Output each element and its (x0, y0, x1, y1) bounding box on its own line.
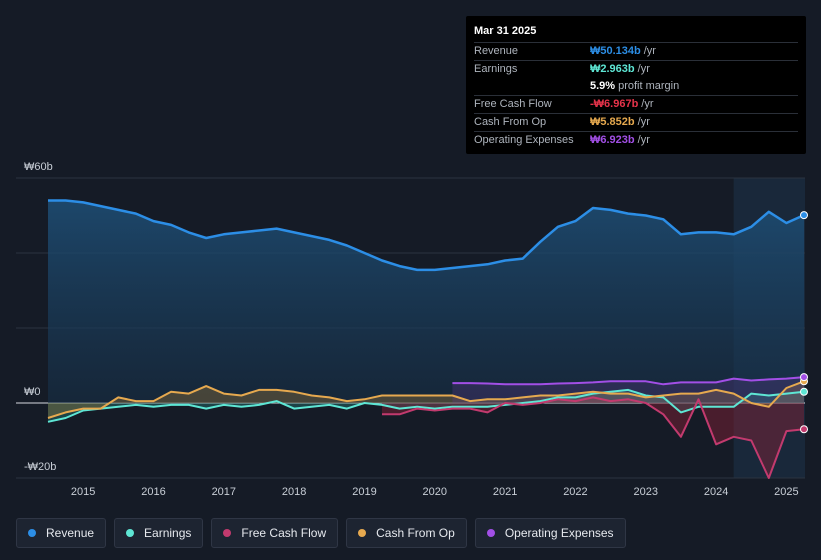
tooltip-row: Operating Expenses ₩6.923b/yr (474, 131, 798, 149)
revenue-line (48, 199, 805, 272)
cash-from-op-area (48, 381, 804, 418)
y-tick-label: ₩0 (24, 386, 41, 398)
operating-expenses-line (452, 376, 805, 386)
tooltip-panel: Mar 31 2025 Revenue ₩50.134b/yr Earnings ₩2… (466, 16, 806, 154)
x-tick-label: 2016 (141, 486, 165, 498)
operating-expenses-endpoint (800, 373, 808, 382)
legend-dot-icon (28, 529, 36, 537)
legend-label: Free Cash Flow (241, 526, 327, 540)
earnings-area (48, 389, 804, 422)
tooltip-row: Earnings ₩2.963b/yr (474, 60, 798, 78)
tooltip-row-value: ₩2.963b (590, 63, 635, 75)
tooltip-row-unit: /yr (637, 116, 650, 128)
revenue-endpoint (800, 211, 808, 220)
tooltip-row-label: Revenue (474, 45, 519, 57)
tooltip-row-label: Cash From Op (474, 116, 547, 128)
legend-dot-icon (486, 529, 495, 537)
y-tick-label: ₩60b (24, 161, 53, 173)
legend-label: Revenue (46, 526, 95, 540)
tooltip-row-unit: /yr (637, 63, 650, 75)
x-tick-label: 2021 (493, 486, 517, 498)
legend-item-earnings[interactable]: Earnings (114, 518, 204, 548)
chart-area: ₩60b ₩0 -₩20b 2015 2016 2017 2018 2019 2020 2021… (16, 161, 808, 498)
tooltip-row: 5.9% profit margin (474, 78, 798, 95)
legend-dot-icon (126, 529, 135, 537)
tooltip-row-label (474, 78, 590, 95)
legend-item-free-cash-flow[interactable]: Free Cash Flow (211, 518, 339, 548)
legend-dot-icon (223, 529, 232, 537)
tooltip-row-label: Earnings (474, 63, 518, 75)
tooltip-row-unit: /yr (643, 45, 656, 57)
x-tick-label: 2025 (774, 486, 798, 498)
tooltip-row-value: -₩6.967b (590, 98, 639, 110)
legend: Revenue Earnings Free Cash Flow Cash From O… (16, 518, 634, 548)
legend-dot-icon (358, 529, 367, 537)
legend-item-revenue[interactable]: Revenue (16, 518, 107, 548)
free-cash-flow-endpoint (800, 425, 808, 434)
tooltip-row-label: Free Cash Flow (474, 98, 552, 110)
tooltip-row-unit: profit margin (618, 80, 680, 92)
cash-from-op-line (47, 380, 805, 419)
x-tick-label: 2015 (71, 486, 95, 498)
earnings-endpoint (800, 387, 808, 396)
tooltip-row-value: ₩50.134b (590, 45, 641, 57)
legend-label: Operating Expenses (504, 526, 614, 540)
x-tick-label: 2019 (352, 486, 376, 498)
legend-item-cash-from-op[interactable]: Cash From Op (346, 518, 467, 548)
revenue-area (48, 200, 804, 403)
legend-label: Cash From Op (376, 526, 455, 540)
free-cash-flow-line (382, 396, 805, 479)
tooltip-row-label: Operating Expenses (474, 134, 574, 146)
earnings-line (47, 388, 805, 423)
tooltip-row: Free Cash Flow -₩6.967b/yr (474, 95, 798, 113)
x-tick-label: 2017 (212, 486, 236, 498)
tooltip-row-value: 5.9% (590, 80, 616, 92)
x-tick-label: 2018 (282, 486, 306, 498)
x-tick-label: 2024 (704, 486, 728, 498)
legend-label: Earnings (144, 526, 192, 540)
tooltip-row-value: ₩5.852b (590, 116, 635, 128)
y-tick-label: -₩20b (24, 461, 56, 473)
x-tick-label: 2020 (423, 486, 447, 498)
tooltip-row-value: ₩6.923b (590, 134, 635, 146)
tooltip-row: Revenue ₩50.134b/yr (474, 42, 798, 60)
tooltip-row-unit: /yr (641, 98, 654, 110)
x-tick-label: 2022 (563, 486, 587, 498)
tooltip-row: Cash From Op ₩5.852b/yr (474, 113, 798, 131)
x-tick-label: 2023 (634, 486, 658, 498)
tooltip-date: Mar 31 2025 (474, 25, 537, 37)
tooltip-row-unit: /yr (637, 134, 650, 146)
legend-item-operating-expenses[interactable]: Operating Expenses (474, 518, 626, 548)
